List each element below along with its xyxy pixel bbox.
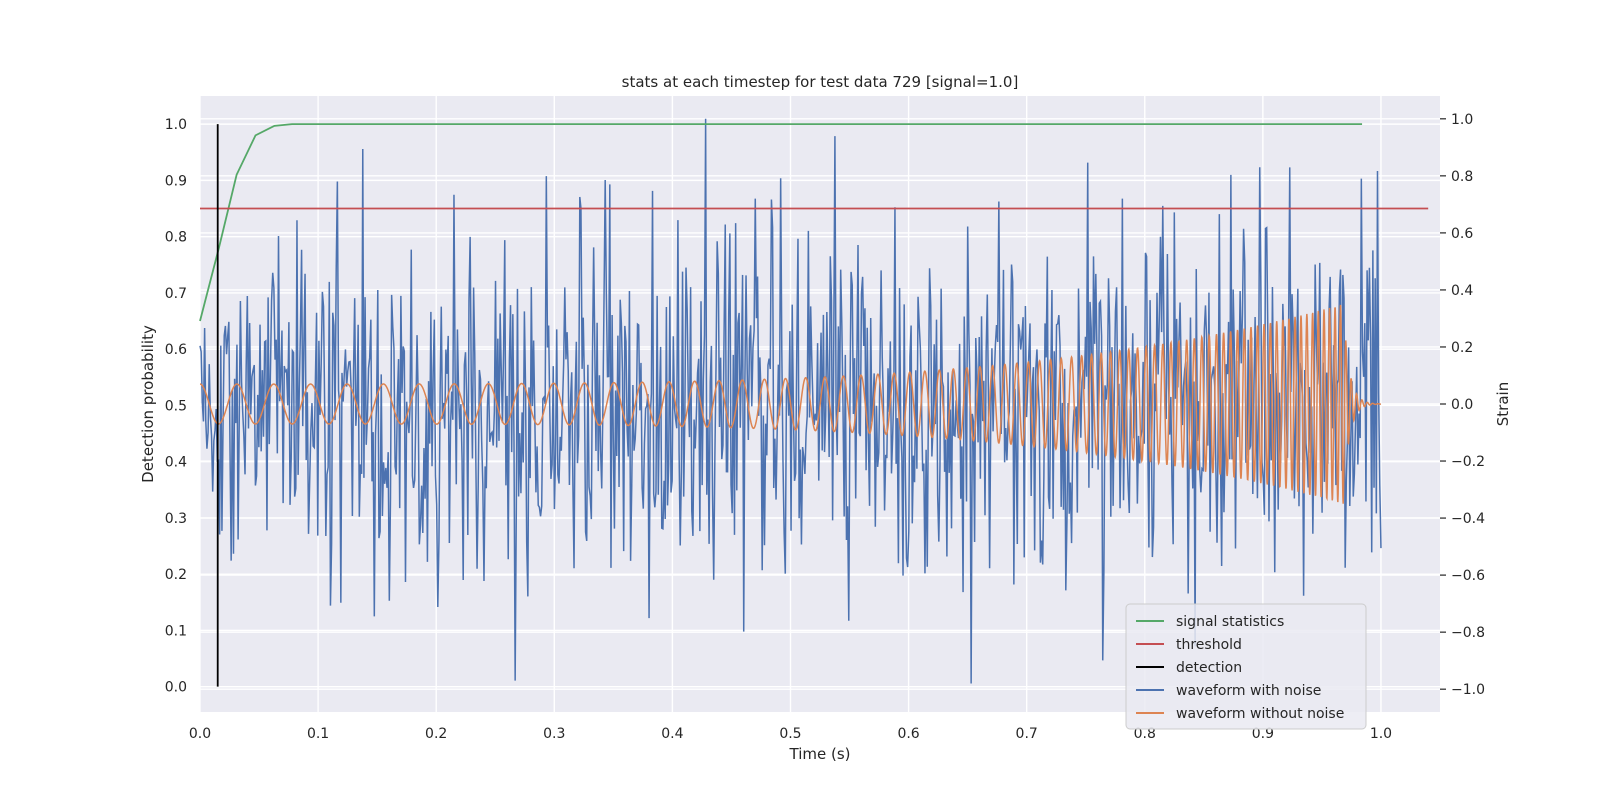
y-right-tick-label: −0.4: [1451, 511, 1485, 527]
x-tick-label: 0.2: [425, 726, 447, 742]
y-right-axis-label: Strain: [1494, 382, 1512, 426]
legend-label: threshold: [1176, 637, 1242, 653]
x-tick-label: 0.0: [189, 726, 211, 742]
y-tick-label: 0.5: [165, 398, 187, 414]
x-tick-label: 0.4: [661, 726, 683, 742]
y-tick-label: 0.6: [165, 342, 187, 358]
y-right-tick-label: 1.0: [1451, 112, 1473, 128]
series-waveform-with-noise: [199, 118, 1382, 684]
y-tick-label: 0.7: [165, 286, 187, 302]
y-tick-label: 0.2: [165, 567, 187, 583]
legend-label: signal statistics: [1176, 614, 1284, 630]
y-right-tick-label: 0.8: [1451, 169, 1473, 185]
y-tick-label: 0.9: [165, 173, 187, 189]
legend: signal statistics threshold detection wavef…: [1125, 603, 1367, 730]
x-tick-label: 0.5: [779, 726, 801, 742]
y-right-tick-label: −1.0: [1451, 682, 1485, 698]
y-tick-label: 0.8: [165, 230, 187, 246]
y-right-tick-label: 0.6: [1451, 226, 1473, 242]
x-tick-label: 1.0: [1370, 726, 1392, 742]
y-axis-ticks: 0.0 0.1 0.2 0.3 0.4 0.5 0.6 0.7 0.8 0.9 1.0: [165, 117, 187, 696]
series-waveform-without-noise: [199, 304, 1381, 504]
x-tick-label: 0.9: [1252, 726, 1274, 742]
y-tick-label: 0.0: [165, 680, 187, 696]
legend-label: waveform without noise: [1176, 706, 1344, 722]
x-tick-label: 0.8: [1134, 726, 1156, 742]
y-right-axis-ticks: −1.0 −0.8 −0.6 −0.4 −0.2 0.0 0.2 0.4 0.6 0.8 1.0: [1440, 112, 1485, 698]
y-tick-label: 0.4: [165, 455, 187, 471]
y-right-tick-label: 0.4: [1451, 283, 1473, 299]
x-axis-label: Time (s): [789, 745, 851, 763]
legend-label: waveform with noise: [1176, 683, 1321, 699]
x-axis-ticks: 0.0 0.1 0.2 0.3 0.4 0.5 0.6 0.7 0.8 0.9 1.0: [189, 726, 1392, 742]
y-tick-label: 0.3: [165, 511, 187, 527]
y-right-tick-label: 0.2: [1451, 340, 1473, 356]
legend-label: detection: [1176, 660, 1242, 676]
legend-box: [1125, 603, 1367, 730]
y-right-tick-label: −0.8: [1451, 625, 1485, 641]
y-tick-label: 1.0: [165, 117, 187, 133]
y-right-tick-label: −0.2: [1451, 454, 1485, 470]
x-tick-label: 0.6: [897, 726, 919, 742]
y-tick-label: 0.1: [165, 623, 187, 639]
y-right-tick-label: 0.0: [1451, 397, 1473, 413]
series-layer: [199, 118, 1429, 687]
x-tick-label: 0.7: [1016, 726, 1038, 742]
x-tick-label: 0.3: [543, 726, 565, 742]
series-signal-statistics: [199, 123, 1363, 322]
x-tick-label: 0.1: [307, 726, 329, 742]
y-axis-label: Detection probability: [139, 325, 157, 483]
y-right-tick-label: −0.6: [1451, 568, 1485, 584]
chart-title: stats at each timestep for test data 729…: [622, 73, 1019, 91]
